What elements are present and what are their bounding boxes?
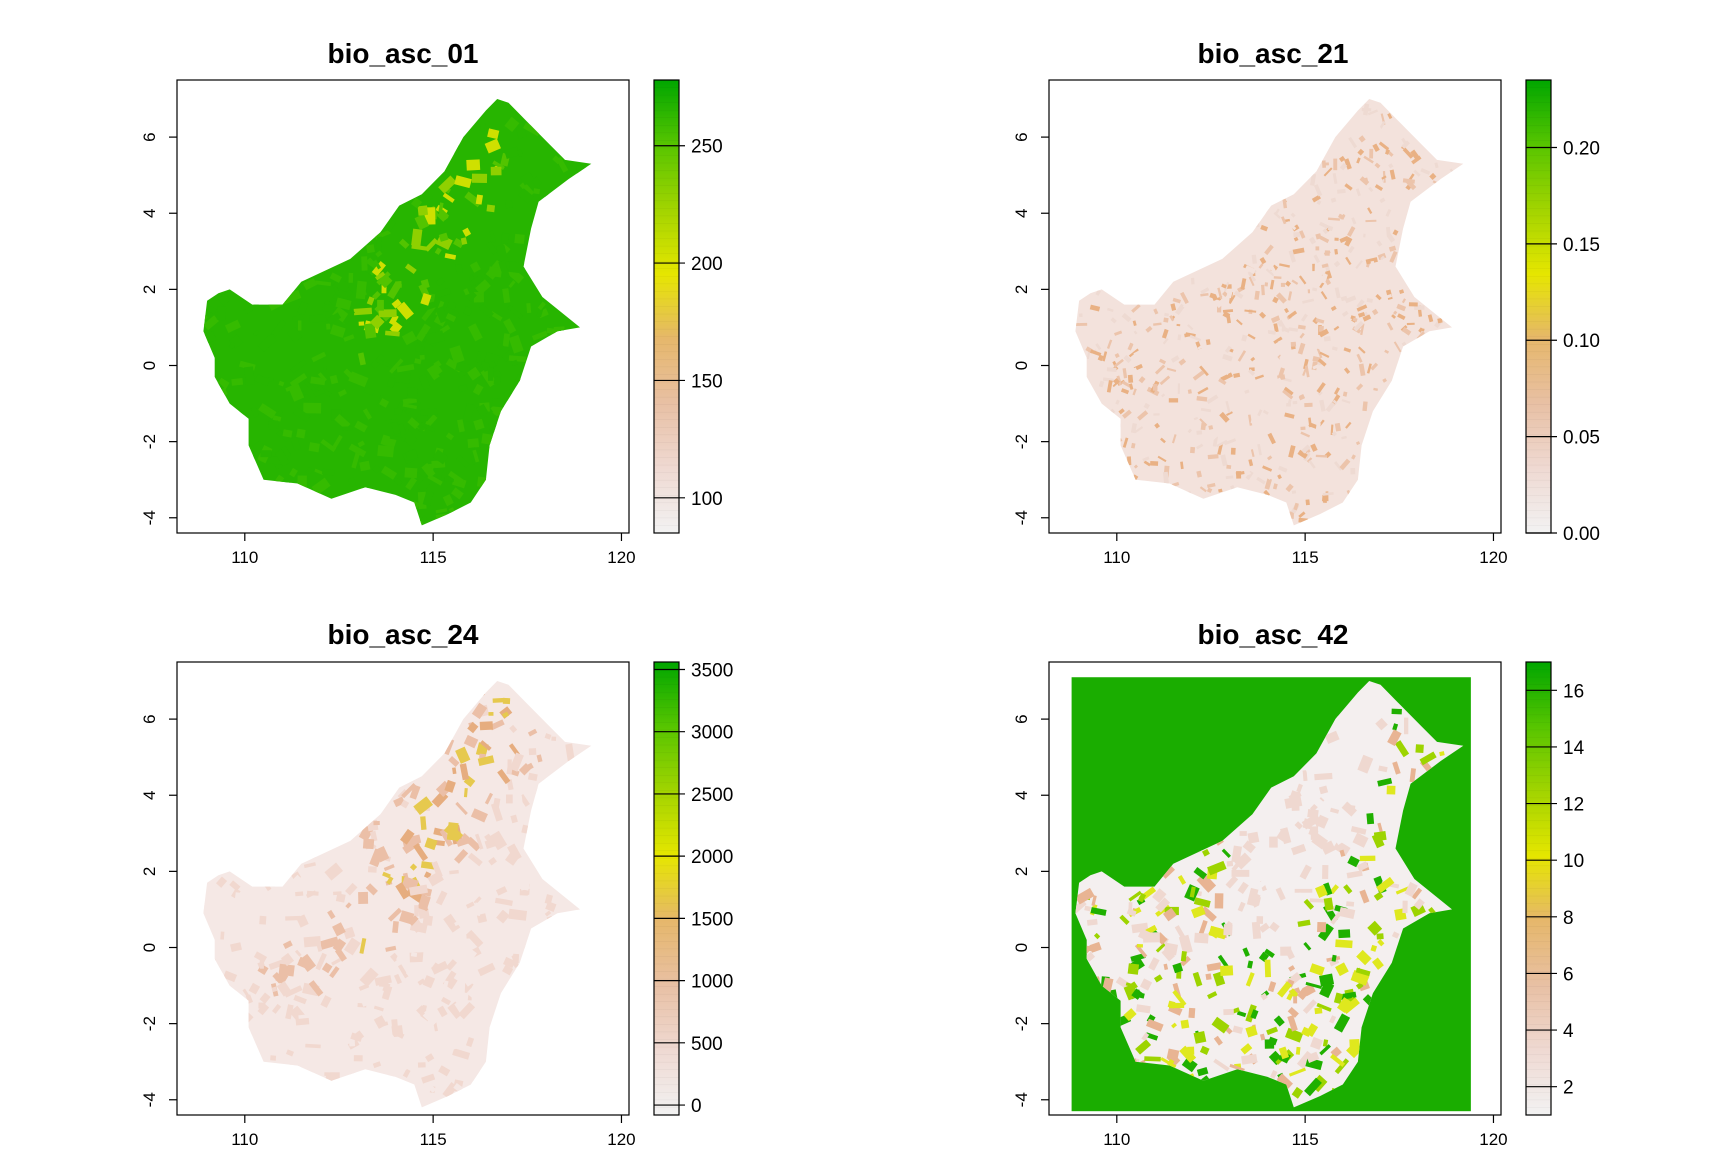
x-tick-label: 110 [231, 548, 258, 567]
y-tick-label: 4 [1012, 209, 1031, 218]
x-tick-label: 110 [231, 1130, 258, 1149]
panel-title: bio_asc_21 [1198, 38, 1349, 69]
plot-frame [1048, 79, 1502, 534]
y-tick-label: -4 [1012, 510, 1031, 525]
legend-tick-label: 2000 [691, 847, 733, 868]
map-plot-area: 110 115 120 -4 -2 0 2 4 6 [140, 79, 636, 567]
y-tick-label: -2 [140, 1016, 159, 1031]
legend-tick-label: 14 [1563, 738, 1585, 759]
x-tick-label: 115 [420, 548, 447, 567]
legend-tick-label: 0.20 [1563, 138, 1600, 159]
map-panel-bio-asc-42: bio_asc_42 110 115 120 -4 -2 0 2 4 6 2 4 6 8 10 12 14 1… [1012, 619, 1585, 1149]
raster-texture [1075, 103, 1456, 524]
legend-tick-label: 250 [691, 137, 723, 158]
legend-frame [653, 79, 680, 534]
legend-color-ramp [654, 662, 679, 1115]
legend-tick-label: 2 [1563, 1078, 1574, 1099]
y-tick-label: 0 [1012, 361, 1031, 370]
y-tick-label: 6 [1012, 132, 1031, 141]
y-tick-label: 6 [140, 714, 159, 723]
y-tick-label: 0 [1012, 943, 1031, 952]
y-tick-label: 2 [140, 285, 159, 294]
legend-tick-label: 4 [1563, 1021, 1574, 1042]
legend-tick-label: 150 [691, 371, 723, 392]
legend-tick-label: 100 [691, 489, 723, 510]
y-tick-label: 6 [140, 132, 159, 141]
y-tick-label: 4 [1012, 791, 1031, 800]
map-panel-bio-asc-01: bio_asc_01 110 115 120 -4 -2 0 2 4 6 100 150 200 25… [140, 38, 723, 567]
y-tick-label: -4 [140, 510, 159, 525]
legend-tick-label: 200 [691, 254, 723, 275]
map-panel-bio-asc-24: bio_asc_24 110 115 120 -4 -2 0 2 4 6 0 500 1000 150… [140, 619, 733, 1149]
legend-frame [1525, 661, 1552, 1116]
x-tick-label: 115 [1292, 548, 1319, 567]
color-legend: 2 4 6 8 10 12 14 16 [1525, 661, 1585, 1116]
legend-tick-label: 0 [691, 1096, 702, 1117]
x-tick-label: 120 [1479, 1130, 1507, 1149]
legend-tick-label: 0.00 [1563, 524, 1600, 545]
legend-color-ramp [1526, 80, 1551, 533]
legend-color-ramp [1526, 662, 1551, 1115]
y-tick-label: 0 [140, 943, 159, 952]
legend-tick-label: 0.05 [1563, 428, 1600, 449]
y-tick-label: 6 [1012, 714, 1031, 723]
x-tick-label: 115 [1292, 1130, 1319, 1149]
y-tick-label: 0 [140, 361, 159, 370]
y-tick-label: 2 [140, 867, 159, 876]
map-plot-area: 110 115 120 -4 -2 0 2 4 6 [1012, 79, 1508, 567]
legend-tick-label: 3000 [691, 723, 733, 744]
y-tick-label: -2 [1012, 434, 1031, 449]
legend-tick-label: 6 [1563, 964, 1574, 985]
legend-tick-label: 500 [691, 1034, 723, 1055]
map-plot-area: 110 115 120 -4 -2 0 2 4 6 [140, 661, 636, 1149]
legend-tick-label: 2500 [691, 785, 733, 806]
legend-tick-label: 0.10 [1563, 331, 1600, 352]
y-tick-label: -2 [1012, 1016, 1031, 1031]
panel-title: bio_asc_01 [328, 38, 479, 69]
legend-tick-label: 8 [1563, 908, 1574, 929]
panel-title: bio_asc_42 [1198, 619, 1349, 650]
color-legend: 0 500 1000 1500 2000 2500 3000 3500 [653, 660, 733, 1117]
panel-title: bio_asc_24 [328, 619, 479, 650]
x-tick-label: 120 [607, 548, 635, 567]
y-tick-label: 2 [1012, 867, 1031, 876]
plot-frame [176, 661, 630, 1116]
legend-frame [653, 661, 680, 1116]
color-legend: 100 150 200 250 [653, 79, 723, 534]
raster-texture [1075, 708, 1445, 1099]
legend-tick-label: 10 [1563, 851, 1584, 872]
map-plot-area: 110 115 120 -4 -2 0 2 4 6 [1012, 661, 1508, 1149]
x-tick-label: 120 [607, 1130, 635, 1149]
y-tick-label: 2 [1012, 285, 1031, 294]
y-tick-label: -4 [1012, 1092, 1031, 1107]
y-tick-label: 4 [140, 791, 159, 800]
raster-texture [203, 116, 587, 526]
x-tick-label: 115 [420, 1130, 447, 1149]
color-legend: 0.00 0.05 0.10 0.15 0.20 [1525, 79, 1600, 545]
x-tick-label: 120 [1479, 548, 1507, 567]
map-panel-bio-asc-21: bio_asc_21 110 115 120 -4 -2 0 2 4 6 0.00 0.05 0.1… [1012, 38, 1600, 567]
plot-frame [176, 79, 630, 534]
x-tick-label: 110 [1103, 1130, 1130, 1149]
legend-color-ramp [654, 80, 679, 533]
x-tick-label: 110 [1103, 548, 1130, 567]
legend-tick-label: 16 [1563, 681, 1584, 702]
plot-frame [1048, 661, 1502, 1116]
legend-tick-label: 1500 [691, 909, 733, 930]
y-tick-label: 4 [140, 209, 159, 218]
legend-tick-label: 0.15 [1563, 235, 1600, 256]
legend-tick-label: 3500 [691, 660, 733, 681]
y-tick-label: -2 [140, 434, 159, 449]
legend-tick-label: 1000 [691, 972, 733, 993]
y-tick-label: -4 [140, 1092, 159, 1107]
legend-tick-label: 12 [1563, 795, 1584, 816]
